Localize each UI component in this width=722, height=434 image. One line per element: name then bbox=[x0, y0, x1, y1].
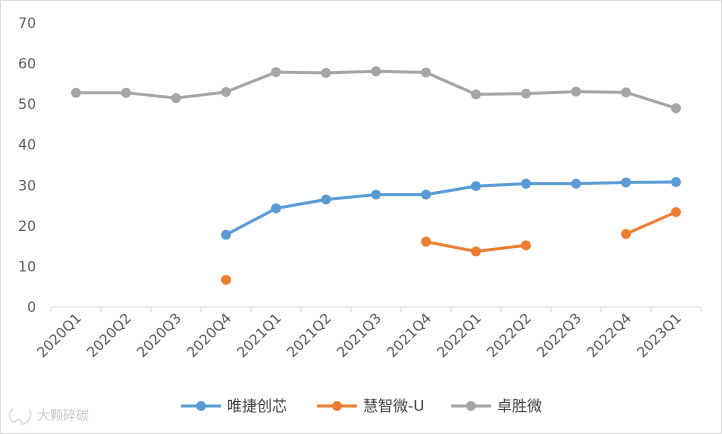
data-point bbox=[471, 181, 481, 192]
y-tick-label: 70 bbox=[18, 16, 36, 32]
data-point bbox=[621, 177, 631, 188]
x-tick-label: 2020Q4 bbox=[184, 310, 235, 361]
data-point bbox=[71, 87, 81, 98]
legend-label: 唯捷创芯 bbox=[227, 397, 287, 415]
data-point bbox=[671, 177, 681, 188]
data-point bbox=[621, 228, 631, 239]
data-point bbox=[421, 189, 431, 200]
x-tick-label: 2022Q1 bbox=[434, 311, 485, 362]
y-tick-label: 20 bbox=[18, 219, 36, 235]
series-2 bbox=[221, 207, 681, 285]
x-tick-label: 2020Q3 bbox=[134, 311, 185, 362]
data-point bbox=[371, 189, 381, 200]
data-point bbox=[221, 86, 231, 97]
data-point bbox=[571, 178, 581, 189]
legend-label: 卓胜微 bbox=[497, 397, 542, 415]
data-point bbox=[671, 207, 681, 218]
data-point bbox=[471, 246, 481, 257]
data-point bbox=[471, 89, 481, 100]
y-tick-label: 10 bbox=[18, 259, 36, 275]
data-point bbox=[671, 103, 681, 114]
legend-marker bbox=[332, 401, 342, 411]
x-tick-label: 2020Q2 bbox=[84, 311, 135, 362]
watermark: 大颗碎碳 bbox=[8, 408, 89, 426]
x-tick-label: 2022Q2 bbox=[484, 311, 535, 362]
series-line bbox=[74, 69, 678, 110]
y-tick-label: 30 bbox=[18, 178, 36, 194]
data-point bbox=[421, 236, 431, 247]
y-tick-label: 60 bbox=[18, 57, 36, 73]
x-tick-label: 2021Q2 bbox=[284, 311, 335, 362]
data-point bbox=[371, 66, 381, 77]
legend: 唯捷创芯 慧智微-U 卓胜微 bbox=[181, 397, 542, 415]
legend-marker bbox=[196, 401, 206, 411]
legend-label: 慧智微-U bbox=[363, 397, 424, 415]
x-tick-label: 2021Q3 bbox=[334, 311, 385, 362]
series-line bbox=[624, 210, 678, 236]
data-point bbox=[221, 274, 231, 285]
x-tick-label: 2022Q4 bbox=[584, 310, 635, 361]
series-3 bbox=[71, 66, 681, 114]
series-line bbox=[224, 180, 678, 237]
data-point bbox=[121, 87, 131, 98]
data-point bbox=[271, 67, 281, 78]
data-point bbox=[221, 229, 231, 240]
series-layer bbox=[71, 66, 681, 285]
y-axis: 0 10 20 30 40 50 60 70 bbox=[18, 16, 36, 316]
watermark-logo-icon bbox=[8, 408, 32, 426]
data-point bbox=[521, 88, 531, 99]
y-tick-label: 40 bbox=[18, 138, 36, 154]
x-tick-label: 2022Q3 bbox=[534, 311, 585, 362]
data-point bbox=[571, 86, 581, 97]
x-tick-label: 2020Q1 bbox=[34, 311, 85, 362]
watermark-text: 大颗碎碳 bbox=[37, 409, 89, 424]
data-point bbox=[421, 67, 431, 78]
data-point bbox=[521, 240, 531, 251]
legend-marker bbox=[466, 401, 476, 411]
data-point bbox=[521, 178, 531, 189]
data-point bbox=[321, 194, 331, 205]
x-tick-label: 2021Q1 bbox=[234, 311, 285, 362]
data-point bbox=[271, 203, 281, 214]
data-point bbox=[321, 67, 331, 78]
x-axis: 2020Q1 2020Q2 2020Q3 2020Q4 2021Q1 2021Q2 2021… bbox=[34, 306, 702, 362]
data-point bbox=[171, 93, 181, 104]
series-1 bbox=[221, 177, 681, 240]
y-tick-label: 0 bbox=[27, 300, 36, 316]
y-tick-label: 50 bbox=[18, 97, 36, 113]
x-tick-label: 2023Q1 bbox=[634, 311, 685, 362]
data-point bbox=[621, 87, 631, 98]
x-tick-label: 2021Q4 bbox=[384, 310, 435, 361]
